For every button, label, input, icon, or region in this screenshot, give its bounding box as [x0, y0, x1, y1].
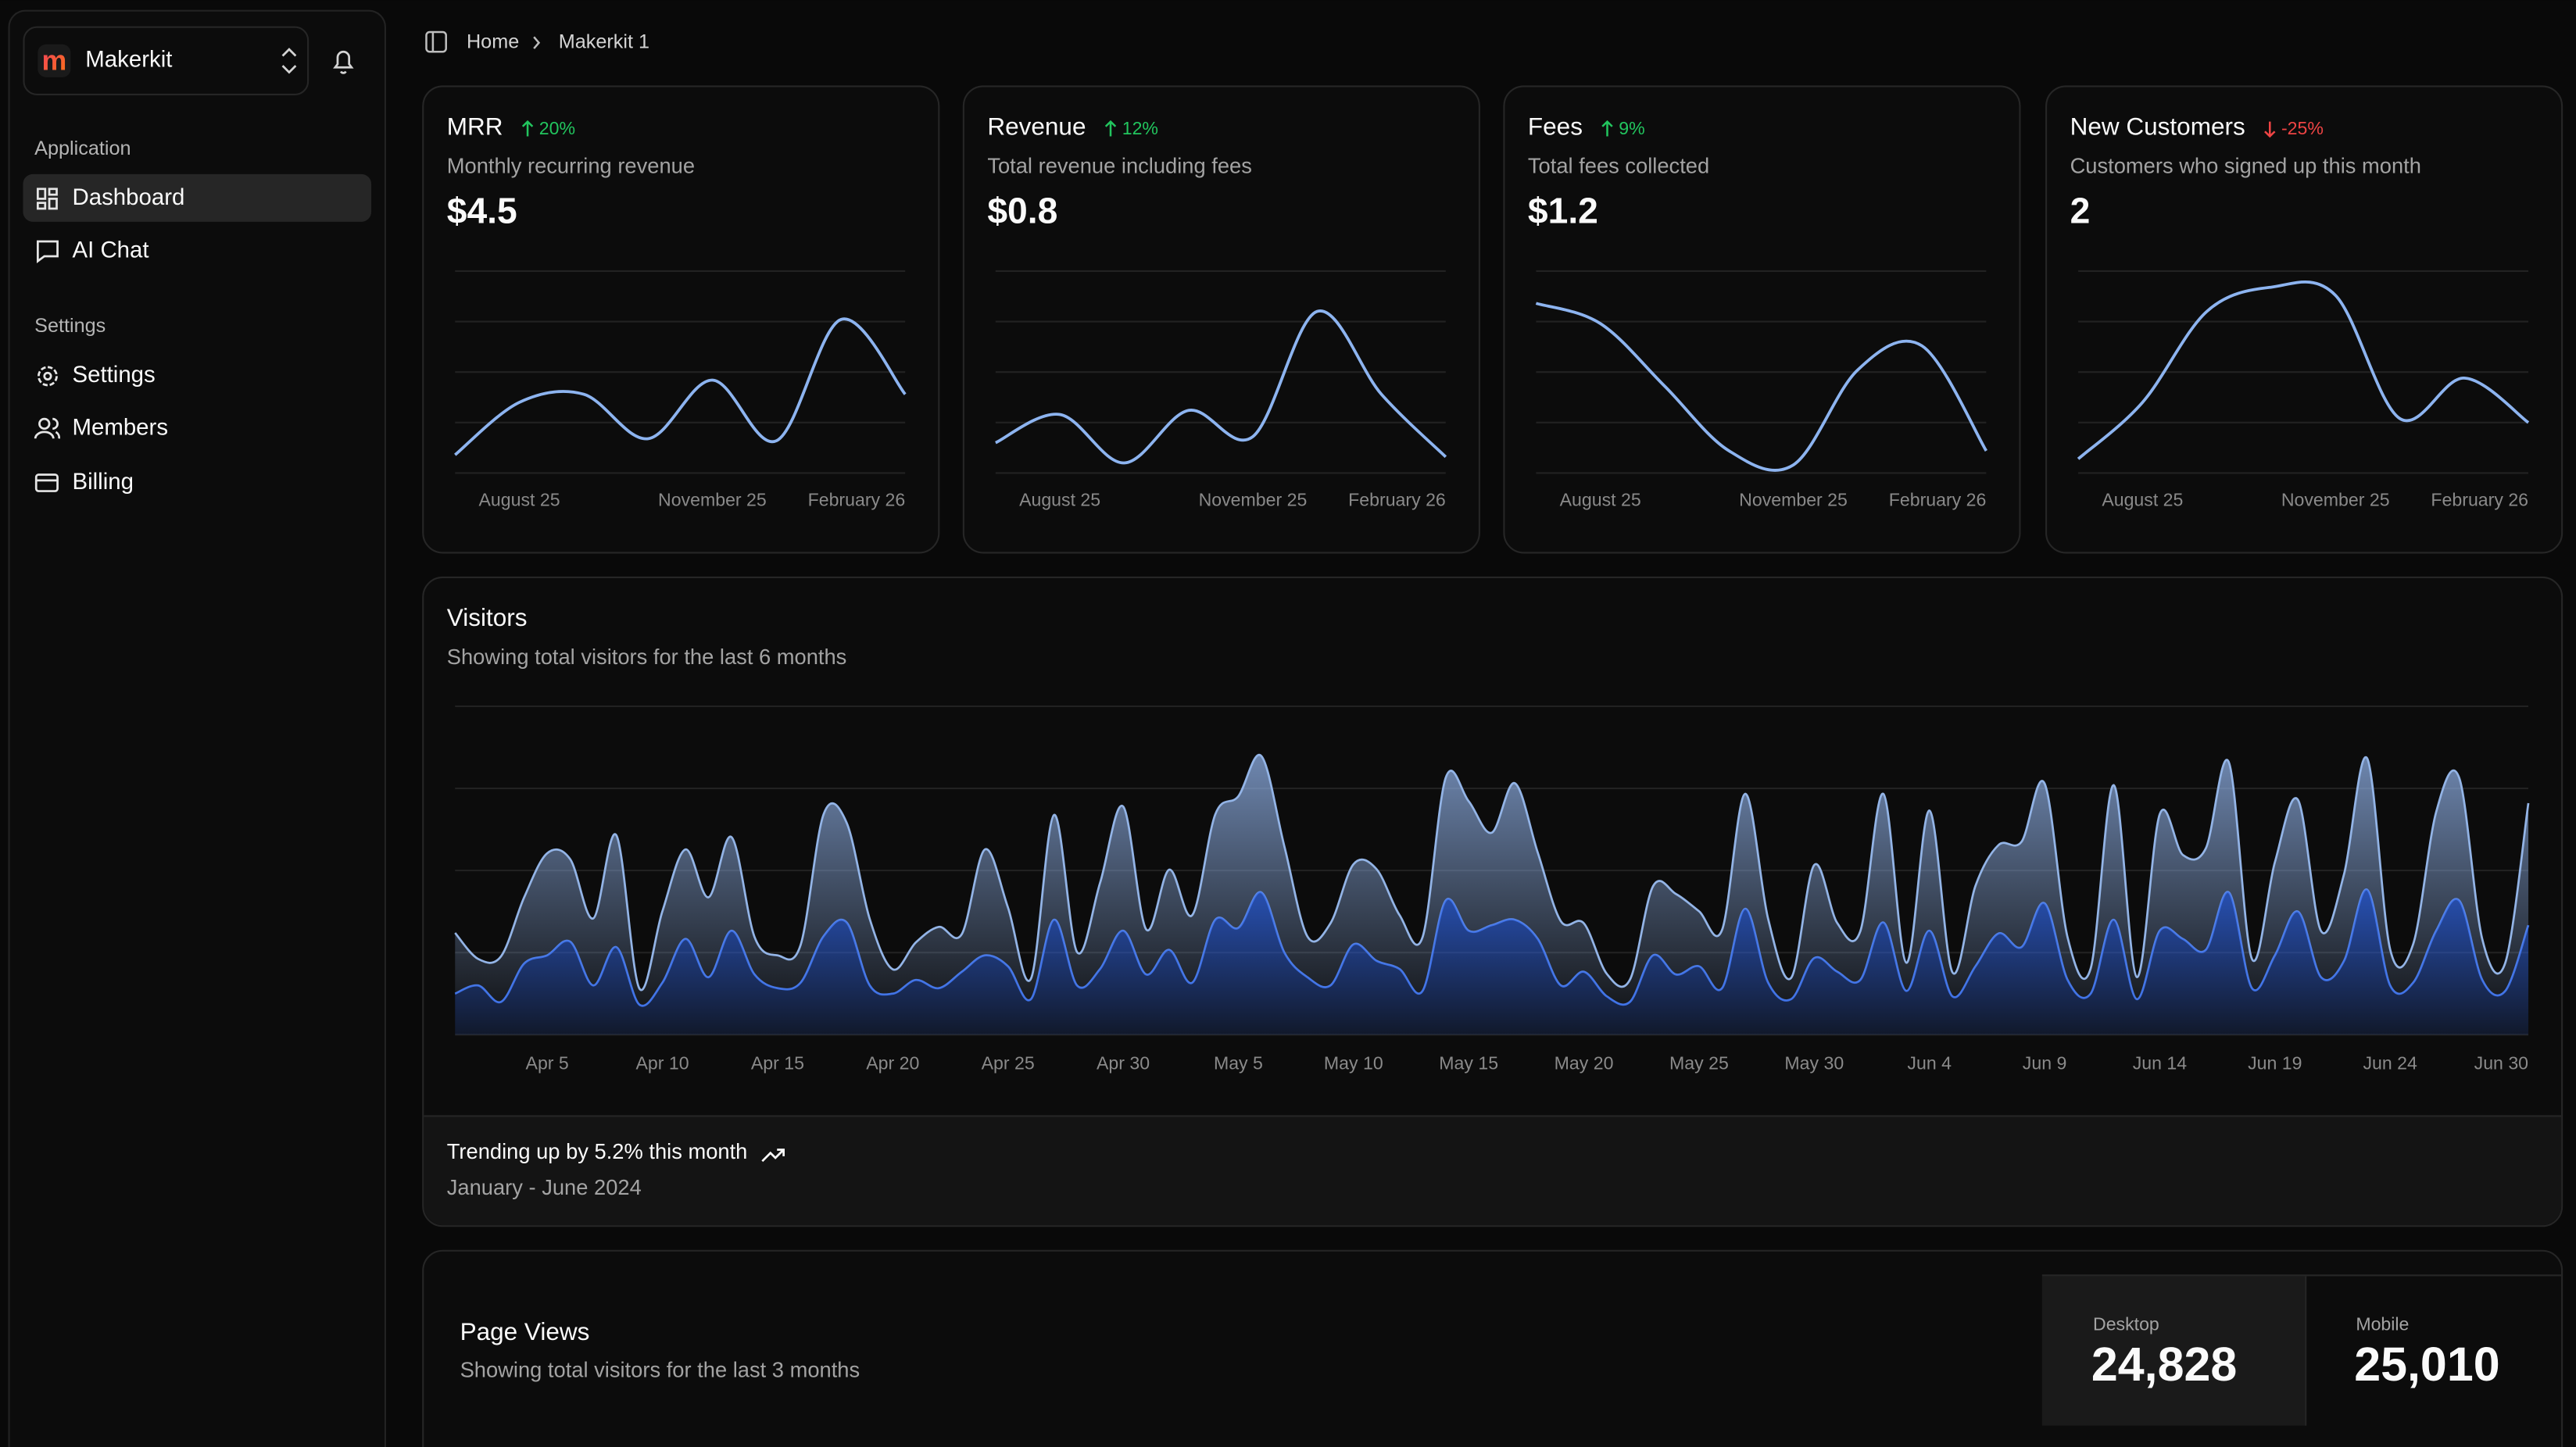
section-label: Application: [34, 138, 131, 159]
x-tick-label: Apr 15: [751, 1052, 804, 1073]
nav-item[interactable]: Members: [72, 414, 168, 440]
stat-label[interactable]: Mobile: [2356, 1314, 2409, 1334]
card-footer: [424, 1115, 2561, 1225]
x-tick-label: Jun 14: [2133, 1052, 2188, 1073]
card-title: New Customers: [2070, 112, 2245, 140]
card-subtitle: Showing total visitors for the last 6 mo…: [447, 645, 847, 669]
footer-title: Trending up by 5.2% this month: [447, 1139, 748, 1163]
card-title: Fees: [1528, 112, 1583, 140]
x-tick-label: February 26: [1348, 489, 1446, 509]
x-tick-label: November 25: [658, 489, 767, 509]
x-tick-label: August 25: [1560, 489, 1641, 509]
x-tick-label: May 5: [1214, 1052, 1263, 1073]
workspace-name: Makerkit: [85, 47, 172, 73]
x-tick-label: November 25: [2281, 489, 2390, 509]
x-tick-label: February 26: [2431, 489, 2528, 509]
x-tick-label: February 26: [1889, 489, 1987, 509]
x-tick-label: May 20: [1555, 1052, 1614, 1073]
x-tick-label: Jun 30: [2474, 1052, 2528, 1073]
sidebar: [9, 11, 385, 1447]
trend-badge: -25%: [2281, 118, 2324, 138]
x-tick-label: Jun 9: [2023, 1052, 2067, 1073]
card-value: $4.5: [447, 191, 517, 231]
nav-item[interactable]: AI Chat: [72, 237, 148, 263]
x-tick-label: Apr 10: [635, 1052, 689, 1073]
trend-badge: 20%: [539, 118, 575, 138]
card-value: $1.2: [1528, 191, 1598, 231]
x-tick-label: May 25: [1669, 1052, 1729, 1073]
x-tick-label: August 25: [2102, 489, 2183, 509]
card-subtitle: Showing total visitors for the last 3 mo…: [460, 1357, 860, 1381]
stat-value: 24,828: [2091, 1338, 2237, 1391]
trend-badge: 9%: [1619, 118, 1644, 138]
x-tick-label: November 25: [1199, 489, 1308, 509]
x-tick-label: May 15: [1439, 1052, 1498, 1073]
footer-subtitle: January - June 2024: [447, 1175, 642, 1199]
x-tick-label: Apr 5: [526, 1052, 569, 1073]
x-tick-label: Jun 24: [2363, 1052, 2417, 1073]
card-value: 2: [2070, 191, 2091, 231]
x-tick-label: May 10: [1324, 1052, 1383, 1073]
breadcrumb-item: Makerkit 1: [559, 30, 649, 52]
section-label: Settings: [34, 315, 106, 337]
card-subtitle: Total revenue including fees: [987, 154, 1252, 178]
x-tick-label: May 30: [1784, 1052, 1844, 1073]
card-subtitle: Customers who signed up this month: [2070, 154, 2421, 178]
x-tick-label: Jun 19: [2248, 1052, 2302, 1073]
card-title: MRR: [447, 112, 503, 140]
card-subtitle: Monthly recurring revenue: [447, 154, 695, 178]
x-tick-label: Apr 25: [982, 1052, 1035, 1073]
nav-item[interactable]: Dashboard: [72, 184, 184, 210]
card-subtitle: Total fees collected: [1528, 154, 1709, 178]
x-tick-label: August 25: [479, 489, 560, 509]
trend-badge: 12%: [1122, 118, 1158, 138]
card-title: Visitors: [447, 603, 528, 631]
x-tick-label: Jun 4: [1907, 1052, 1952, 1073]
x-tick-label: November 25: [1739, 489, 1848, 509]
x-tick-label: August 25: [1019, 489, 1100, 509]
nav-item[interactable]: Billing: [72, 469, 133, 495]
stat-label: Desktop: [2093, 1314, 2159, 1334]
x-tick-label: Apr 20: [866, 1052, 919, 1073]
card-title: Page Views: [460, 1317, 590, 1345]
breadcrumb-item[interactable]: Home: [467, 30, 519, 52]
stat-value: 25,010: [2354, 1338, 2499, 1391]
x-tick-label: Apr 30: [1097, 1052, 1150, 1073]
nav-item[interactable]: Settings: [72, 362, 155, 388]
logo-letter: m: [41, 45, 66, 76]
card-title: Revenue: [987, 112, 1086, 140]
card-value: $0.8: [987, 191, 1057, 231]
x-tick-label: February 26: [808, 489, 906, 509]
